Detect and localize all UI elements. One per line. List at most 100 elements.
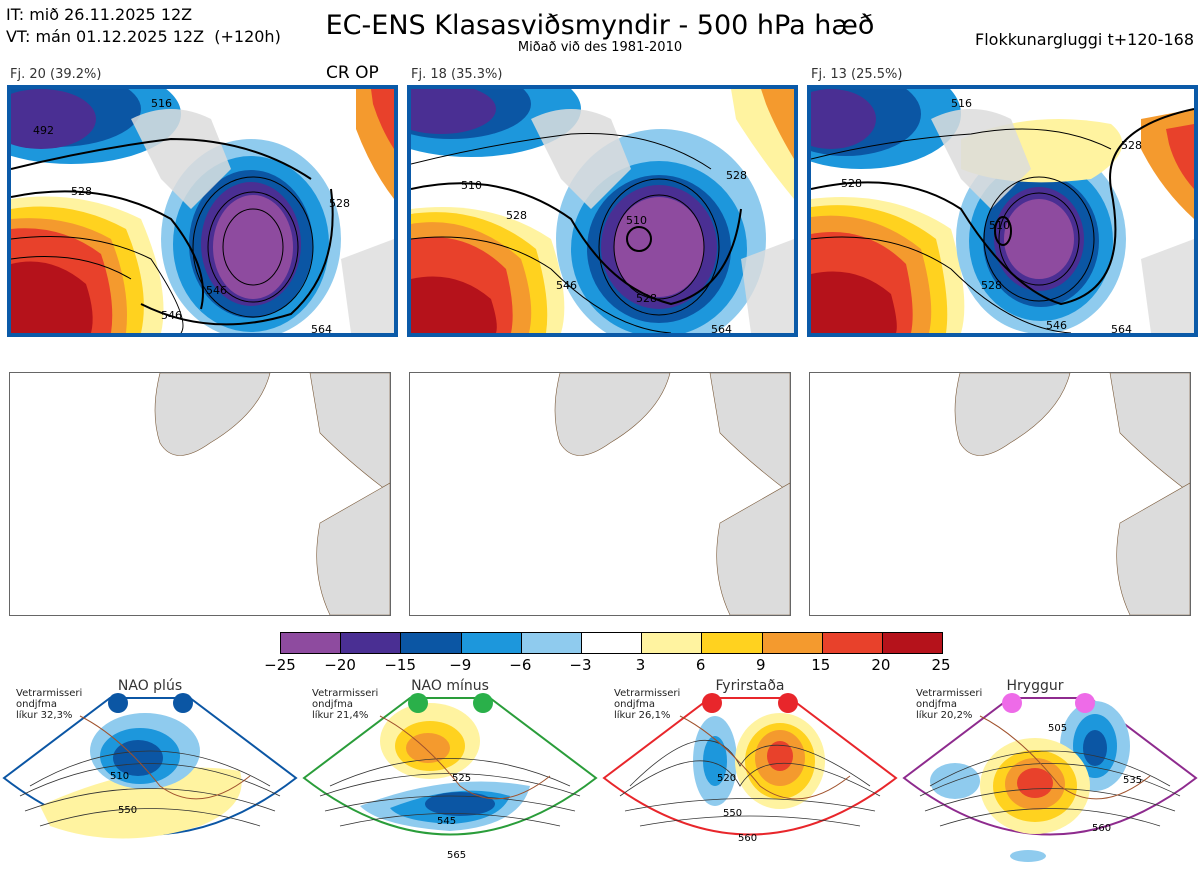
regime-nao-minus-map: 525 545 565 [302,693,598,861]
regime-blocking-map: 520 550 560 [602,693,898,844]
probability: líkur 26,1% [614,710,671,721]
colorbar-tick-label: 25 [931,656,951,674]
contour-label: 520 [717,773,736,784]
regime-info: Vetrarmisseri ondjfma líkur 21,4% [312,688,378,721]
contour-label: 535 [1123,775,1142,786]
basemap-2 [409,372,791,616]
regime-nao-minus: NAO mínus Vetrarmisseri ondjfma líkur 21… [300,676,600,871]
contour-label: 560 [738,833,757,844]
regime-dot [1002,693,1022,713]
contour-label: 528 [506,209,527,222]
classification-window: Flokkunargluggi t+120-168 [975,30,1194,49]
valid-time: VT: mán 01.12.2025 12Z (+120h) [6,27,281,46]
cluster-3-label: Fj. 13 (25.5%) [811,67,903,82]
season: Vetrarmisseri [16,688,83,699]
basemap-3-land [954,373,1190,615]
contour-label: 528 [329,197,350,210]
cluster-2-anomaly-chart: 510 528 510 528 546 528 564 [411,89,794,333]
colorbar-tick-label: 9 [755,656,766,674]
colorbar-swatch [521,633,582,653]
contour-label: 528 [981,279,1002,292]
cluster-1-anomaly-chart: 492 516 528 528 546 546 564 [11,89,394,333]
contour-label: 492 [33,124,54,137]
months: ondjfma [614,699,655,710]
months: ondjfma [312,699,353,710]
months: ondjfma [16,699,57,710]
contour-label: 546 [556,279,577,292]
cluster-1-label: Fj. 20 (39.2%) [10,67,102,82]
colorbar-tick-label: 20 [871,656,891,674]
regime-ridge-map: 505 535 560 [902,693,1198,862]
regime-dot [108,693,128,713]
cluster-1-map[interactable]: 492 516 528 528 546 546 564 [7,85,398,337]
contour-label: 546 [1046,319,1067,332]
regime-ridge: Hryggur Vetrarmisseri ondjfma líkur 20,2… [900,676,1200,871]
regime-info: Vetrarmisseri ondjfma líkur 32,3% [16,688,82,721]
anomaly-colorbar [280,632,943,654]
regime-panels: NAO plús Vetrarmisseri ondjfma líkur 32,… [0,676,1200,871]
season: Vetrarmisseri [614,688,681,699]
colorbar-tick-label: 6 [695,656,706,674]
colorbar-ticks: −25 −20 −15 −9 −6 −3 3 6 9 15 20 25 [264,656,950,676]
contour-label: 545 [437,816,456,827]
colorbar-tick-label: −9 [449,656,472,674]
colorbar-swatch [762,633,823,653]
contour-label: 565 [447,850,466,861]
colorbar-tick-label: −6 [509,656,532,674]
cluster-3-map[interactable]: 516 528 528 510 528 546 564 [807,85,1198,337]
colorbar-swatch [702,633,763,653]
contour-label: 510 [989,219,1010,232]
contour-label: 510 [461,179,482,192]
cluster-2-label: Fj. 18 (35.3%) [411,67,503,82]
regime-blocking: Fyrirstaða Vetrarmisseri ondjfma líkur 2… [600,676,900,871]
colorbar-tick-label: −3 [569,656,592,674]
contour-label: 546 [206,284,227,297]
regime-dot [778,693,798,713]
contour-label: 560 [1092,823,1111,834]
contour-label: 505 [1048,723,1067,734]
contour-label: 546 [161,309,182,322]
colorbar-swatch [401,633,462,653]
regime-name: NAO mínus [411,678,489,694]
regime-name: Fyrirstaða [715,678,785,694]
probability: líkur 21,4% [312,710,369,721]
regime-name: Hryggur [1006,678,1064,694]
page-title: EC-ENS Klasasviðsmyndir - 500 hPa hæð [325,10,875,41]
contour-label: 525 [452,773,471,784]
regime-info: Vetrarmisseri ondjfma líkur 20,2% [916,688,982,721]
contour-label: 528 [1121,139,1142,152]
colorbar-swatch [642,633,703,653]
contour-label: 550 [723,808,742,819]
probability: líkur 20,2% [916,710,973,721]
contour-label: 564 [311,323,332,333]
regime-name: NAO plús [117,678,183,694]
colorbar-swatch [581,633,643,653]
colorbar-swatch [281,633,342,653]
regime-dot [473,693,493,713]
colorbar-tick-label: 3 [635,656,646,674]
regime-info: Vetrarmisseri ondjfma líkur 26,1% [614,688,680,721]
contour-label: 528 [726,169,747,182]
colorbar-tick-label: −15 [384,656,416,674]
regime-dot [702,693,722,713]
contour-label: 516 [951,97,972,110]
contour-label: 564 [711,323,732,333]
regime-nao-plus-map: 510 550 [2,693,298,839]
contour-label: 528 [841,177,862,190]
basemap-2-land [554,373,790,615]
colorbar-tick-label: 15 [811,656,831,674]
contour-label: 528 [636,292,657,305]
cluster-3-anomaly-chart: 516 528 528 510 528 546 564 [811,89,1194,333]
colorbar-swatch [822,633,883,653]
contour-label: 510 [626,214,647,227]
contour-label: 564 [1111,323,1132,333]
contour-label: 528 [71,185,92,198]
initial-time: IT: mið 26.11.2025 12Z [6,5,193,24]
basemap-3 [809,372,1191,616]
contour-label: 550 [118,805,137,816]
basemap-1 [9,372,391,616]
contour-label: 516 [151,97,172,110]
regime-nao-plus: NAO plús Vetrarmisseri ondjfma líkur 32,… [0,676,300,871]
cluster-2-map[interactable]: 510 528 510 528 546 528 564 [407,85,798,337]
cluster-1-tag: CR OP [326,63,379,83]
